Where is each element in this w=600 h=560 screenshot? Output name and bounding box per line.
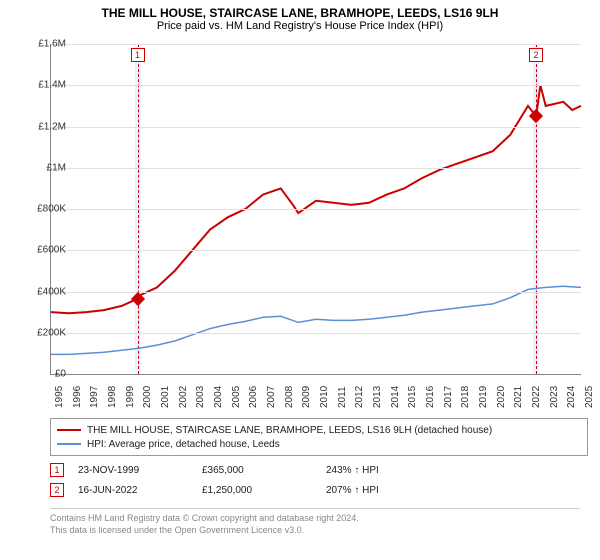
x-tick-label: 2000: [142, 368, 153, 408]
legend-row: THE MILL HOUSE, STAIRCASE LANE, BRAMHOPE…: [57, 423, 581, 437]
sale-price: £365,000: [202, 465, 312, 476]
event-marker-icon: 1: [131, 48, 145, 62]
y-tick-label: £1.6M: [16, 39, 66, 50]
x-tick-label: 2003: [195, 368, 206, 408]
sale-price: £1,250,000: [202, 485, 312, 496]
y-tick-label: £1M: [16, 162, 66, 173]
x-tick-label: 1996: [72, 368, 83, 408]
x-tick-label: 2012: [354, 368, 365, 408]
footer: Contains HM Land Registry data © Crown c…: [50, 508, 580, 536]
gridline: [51, 127, 581, 128]
y-tick-label: £400K: [16, 286, 66, 297]
x-tick-label: 2023: [549, 368, 560, 408]
y-tick-label: £1.4M: [16, 80, 66, 91]
x-tick-label: 2019: [478, 368, 489, 408]
legend-row: HPI: Average price, detached house, Leed…: [57, 437, 581, 451]
x-tick-label: 2004: [213, 368, 224, 408]
gridline: [51, 292, 581, 293]
x-tick-label: 2017: [443, 368, 454, 408]
legend-swatch: [57, 429, 81, 431]
gridline: [51, 44, 581, 45]
x-tick-label: 2022: [531, 368, 542, 408]
x-tick-label: 2025: [584, 368, 595, 408]
x-tick-label: 2002: [178, 368, 189, 408]
gridline: [51, 333, 581, 334]
gridline: [51, 85, 581, 86]
x-tick-label: 1997: [89, 368, 100, 408]
series-line: [51, 286, 581, 354]
gridline: [51, 209, 581, 210]
x-tick-label: 2007: [266, 368, 277, 408]
plot-area: 12: [50, 44, 581, 375]
x-tick-label: 2021: [513, 368, 524, 408]
chart-container: THE MILL HOUSE, STAIRCASE LANE, BRAMHOPE…: [0, 0, 600, 560]
x-tick-label: 2011: [337, 368, 348, 408]
legend-label: HPI: Average price, detached house, Leed…: [87, 439, 280, 450]
sale-marker-icon: 2: [50, 483, 64, 497]
x-tick-label: 1995: [54, 368, 65, 408]
y-tick-label: £600K: [16, 245, 66, 256]
gridline: [51, 168, 581, 169]
x-tick-label: 2001: [160, 368, 171, 408]
event-marker-icon: 2: [529, 48, 543, 62]
x-tick-label: 2016: [425, 368, 436, 408]
series-line: [51, 85, 581, 313]
x-tick-label: 2006: [248, 368, 259, 408]
sale-date: 16-JUN-2022: [78, 485, 188, 496]
legend: THE MILL HOUSE, STAIRCASE LANE, BRAMHOPE…: [50, 418, 588, 456]
y-tick-label: £1.2M: [16, 121, 66, 132]
footer-line: This data is licensed under the Open Gov…: [50, 525, 580, 537]
gridline: [51, 250, 581, 251]
x-tick-label: 2020: [496, 368, 507, 408]
x-tick-label: 1999: [125, 368, 136, 408]
legend-label: THE MILL HOUSE, STAIRCASE LANE, BRAMHOPE…: [87, 425, 492, 436]
sale-date: 23-NOV-1999: [78, 465, 188, 476]
x-tick-label: 2005: [231, 368, 242, 408]
sale-pct: 243% ↑ HPI: [326, 465, 379, 476]
x-tick-label: 2024: [566, 368, 577, 408]
x-tick-label: 2015: [407, 368, 418, 408]
x-tick-label: 2009: [301, 368, 312, 408]
sale-row: 1 23-NOV-1999 £365,000 243% ↑ HPI: [50, 460, 580, 480]
sale-marker-icon: 1: [50, 463, 64, 477]
x-tick-label: 2014: [390, 368, 401, 408]
footer-line: Contains HM Land Registry data © Crown c…: [50, 513, 580, 525]
legend-swatch: [57, 443, 81, 445]
sale-pct: 207% ↑ HPI: [326, 485, 379, 496]
sales-table: 1 23-NOV-1999 £365,000 243% ↑ HPI 2 16-J…: [50, 460, 580, 500]
x-tick-label: 2013: [372, 368, 383, 408]
chart-subtitle: Price paid vs. HM Land Registry's House …: [0, 20, 600, 36]
x-tick-label: 2008: [284, 368, 295, 408]
y-tick-label: £800K: [16, 204, 66, 215]
sale-row: 2 16-JUN-2022 £1,250,000 207% ↑ HPI: [50, 480, 580, 500]
chart-title: THE MILL HOUSE, STAIRCASE LANE, BRAMHOPE…: [0, 0, 600, 20]
x-tick-label: 1998: [107, 368, 118, 408]
y-tick-label: £200K: [16, 327, 66, 338]
x-tick-label: 2010: [319, 368, 330, 408]
x-tick-label: 2018: [460, 368, 471, 408]
